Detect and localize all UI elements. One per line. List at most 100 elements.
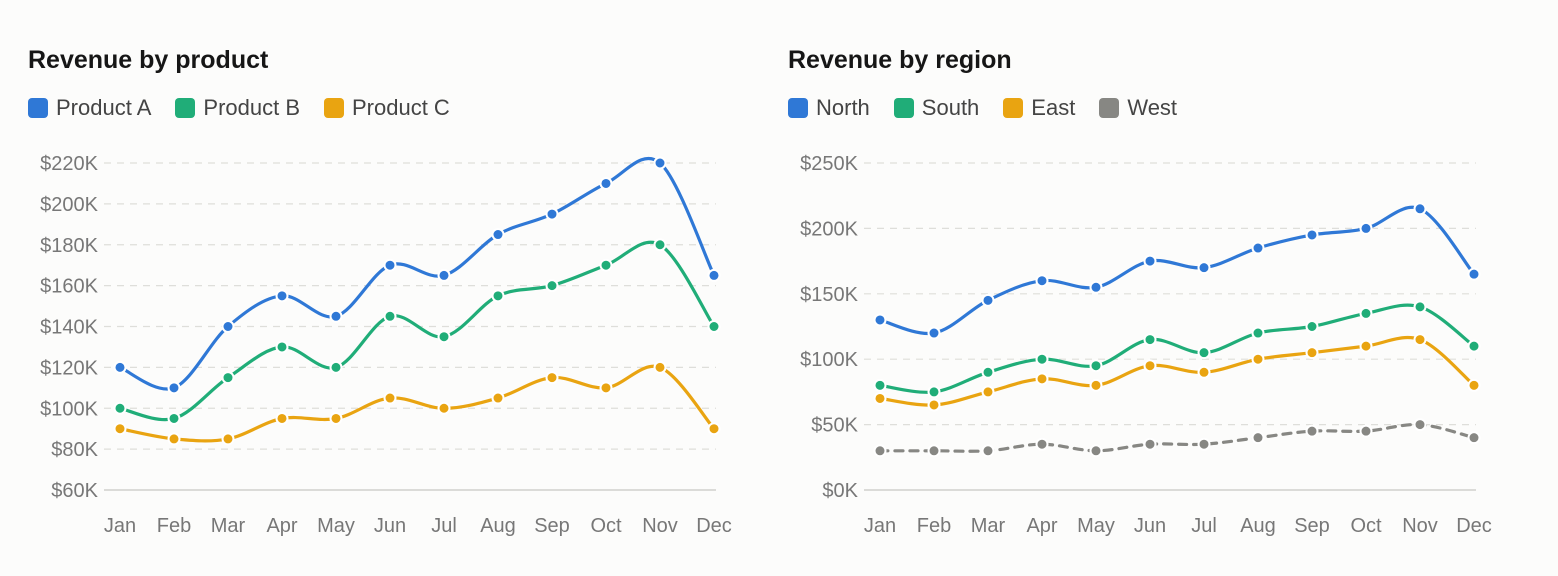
data-point-north[interactable] [1467,267,1481,281]
data-point-east[interactable] [1197,365,1211,379]
data-point-product-b[interactable] [221,371,235,385]
data-point-product-c[interactable] [707,422,721,436]
data-point-south[interactable] [1251,326,1265,340]
data-point-product-a[interactable] [599,176,613,190]
x-tick-label: Aug [1240,515,1276,537]
data-point-east[interactable] [1035,372,1049,386]
y-tick-label: $60K [51,480,98,502]
data-point-product-c[interactable] [167,432,181,446]
legend-item-north[interactable]: North [788,95,870,121]
data-point-product-b[interactable] [653,238,667,252]
legend-item-product-b[interactable]: Product B [175,95,300,121]
legend-item-product-a[interactable]: Product A [28,95,151,121]
data-point-west[interactable] [873,444,887,458]
data-point-south[interactable] [1143,333,1157,347]
data-point-product-a[interactable] [653,156,667,170]
y-tick-label: $140K [40,317,98,339]
data-point-product-c[interactable] [221,432,235,446]
x-tick-label: Oct [590,515,622,537]
data-point-west[interactable] [1251,431,1265,445]
data-point-product-c[interactable] [545,371,559,385]
data-point-west[interactable] [1143,437,1157,451]
data-point-product-c[interactable] [491,391,505,405]
data-point-product-c[interactable] [329,411,343,425]
legend-item-south[interactable]: South [893,95,979,121]
data-point-product-b[interactable] [491,289,505,303]
data-point-south[interactable] [1035,352,1049,366]
data-point-product-b[interactable] [167,411,181,425]
data-point-east[interactable] [1251,352,1265,366]
data-point-product-a[interactable] [545,207,559,221]
data-point-south[interactable] [1467,339,1481,353]
data-point-product-a[interactable] [707,268,721,282]
data-point-north[interactable] [873,313,887,327]
data-point-north[interactable] [927,326,941,340]
data-point-south[interactable] [1089,359,1103,373]
data-point-product-b[interactable] [599,258,613,272]
data-point-west[interactable] [1197,437,1211,451]
data-point-north[interactable] [1143,254,1157,268]
x-tick-label: Dec [1456,515,1492,537]
data-point-west[interactable] [1035,437,1049,451]
data-point-product-a[interactable] [167,381,181,395]
data-point-south[interactable] [1359,306,1373,320]
x-tick-label: Mar [971,515,1006,537]
data-point-north[interactable] [1359,221,1373,235]
data-point-west[interactable] [981,444,995,458]
data-point-east[interactable] [1359,339,1373,353]
data-point-north[interactable] [1035,274,1049,288]
data-point-west[interactable] [1359,424,1373,438]
data-point-east[interactable] [1413,333,1427,347]
data-point-product-b[interactable] [383,309,397,323]
data-point-north[interactable] [981,293,995,307]
data-point-south[interactable] [873,378,887,392]
data-point-south[interactable] [927,385,941,399]
data-point-product-c[interactable] [113,422,127,436]
legend-item-product-c[interactable]: Product C [324,95,450,121]
data-point-product-c[interactable] [275,411,289,425]
data-point-product-a[interactable] [221,320,235,333]
data-point-product-b[interactable] [707,320,721,333]
data-point-west[interactable] [1413,418,1427,432]
data-point-east[interactable] [1467,378,1481,392]
data-point-south[interactable] [1197,346,1211,360]
data-point-north[interactable] [1251,241,1265,255]
data-point-product-a[interactable] [275,289,289,303]
data-point-south[interactable] [981,365,995,379]
data-point-north[interactable] [1413,202,1427,216]
data-point-west[interactable] [927,444,941,458]
data-point-product-c[interactable] [653,360,667,374]
data-point-product-c[interactable] [599,381,613,395]
data-point-product-c[interactable] [383,391,397,405]
data-point-product-a[interactable] [437,268,451,282]
data-point-south[interactable] [1305,320,1319,333]
data-point-east[interactable] [873,391,887,405]
data-point-east[interactable] [1143,359,1157,373]
data-point-product-c[interactable] [437,401,451,415]
data-point-product-b[interactable] [113,401,127,415]
data-point-east[interactable] [981,385,995,399]
data-point-product-b[interactable] [329,360,343,374]
data-point-east[interactable] [927,398,941,412]
data-point-product-b[interactable] [437,330,451,344]
data-point-product-a[interactable] [113,360,127,374]
y-tick-label: $220K [40,153,98,175]
series-line-product-c [118,364,716,443]
data-point-west[interactable] [1089,444,1103,458]
data-point-product-a[interactable] [491,228,505,242]
data-point-product-a[interactable] [383,258,397,272]
data-point-south[interactable] [1413,300,1427,314]
data-point-east[interactable] [1305,346,1319,360]
data-point-north[interactable] [1305,228,1319,242]
data-point-north[interactable] [1197,261,1211,275]
y-tick-label: $150K [800,284,858,306]
legend-item-east[interactable]: East [1003,95,1075,121]
data-point-east[interactable] [1089,378,1103,392]
legend-item-west[interactable]: West [1099,95,1177,121]
data-point-product-b[interactable] [545,279,559,293]
data-point-west[interactable] [1467,431,1481,445]
data-point-product-b[interactable] [275,340,289,354]
data-point-west[interactable] [1305,424,1319,438]
data-point-product-a[interactable] [329,309,343,323]
data-point-north[interactable] [1089,280,1103,294]
